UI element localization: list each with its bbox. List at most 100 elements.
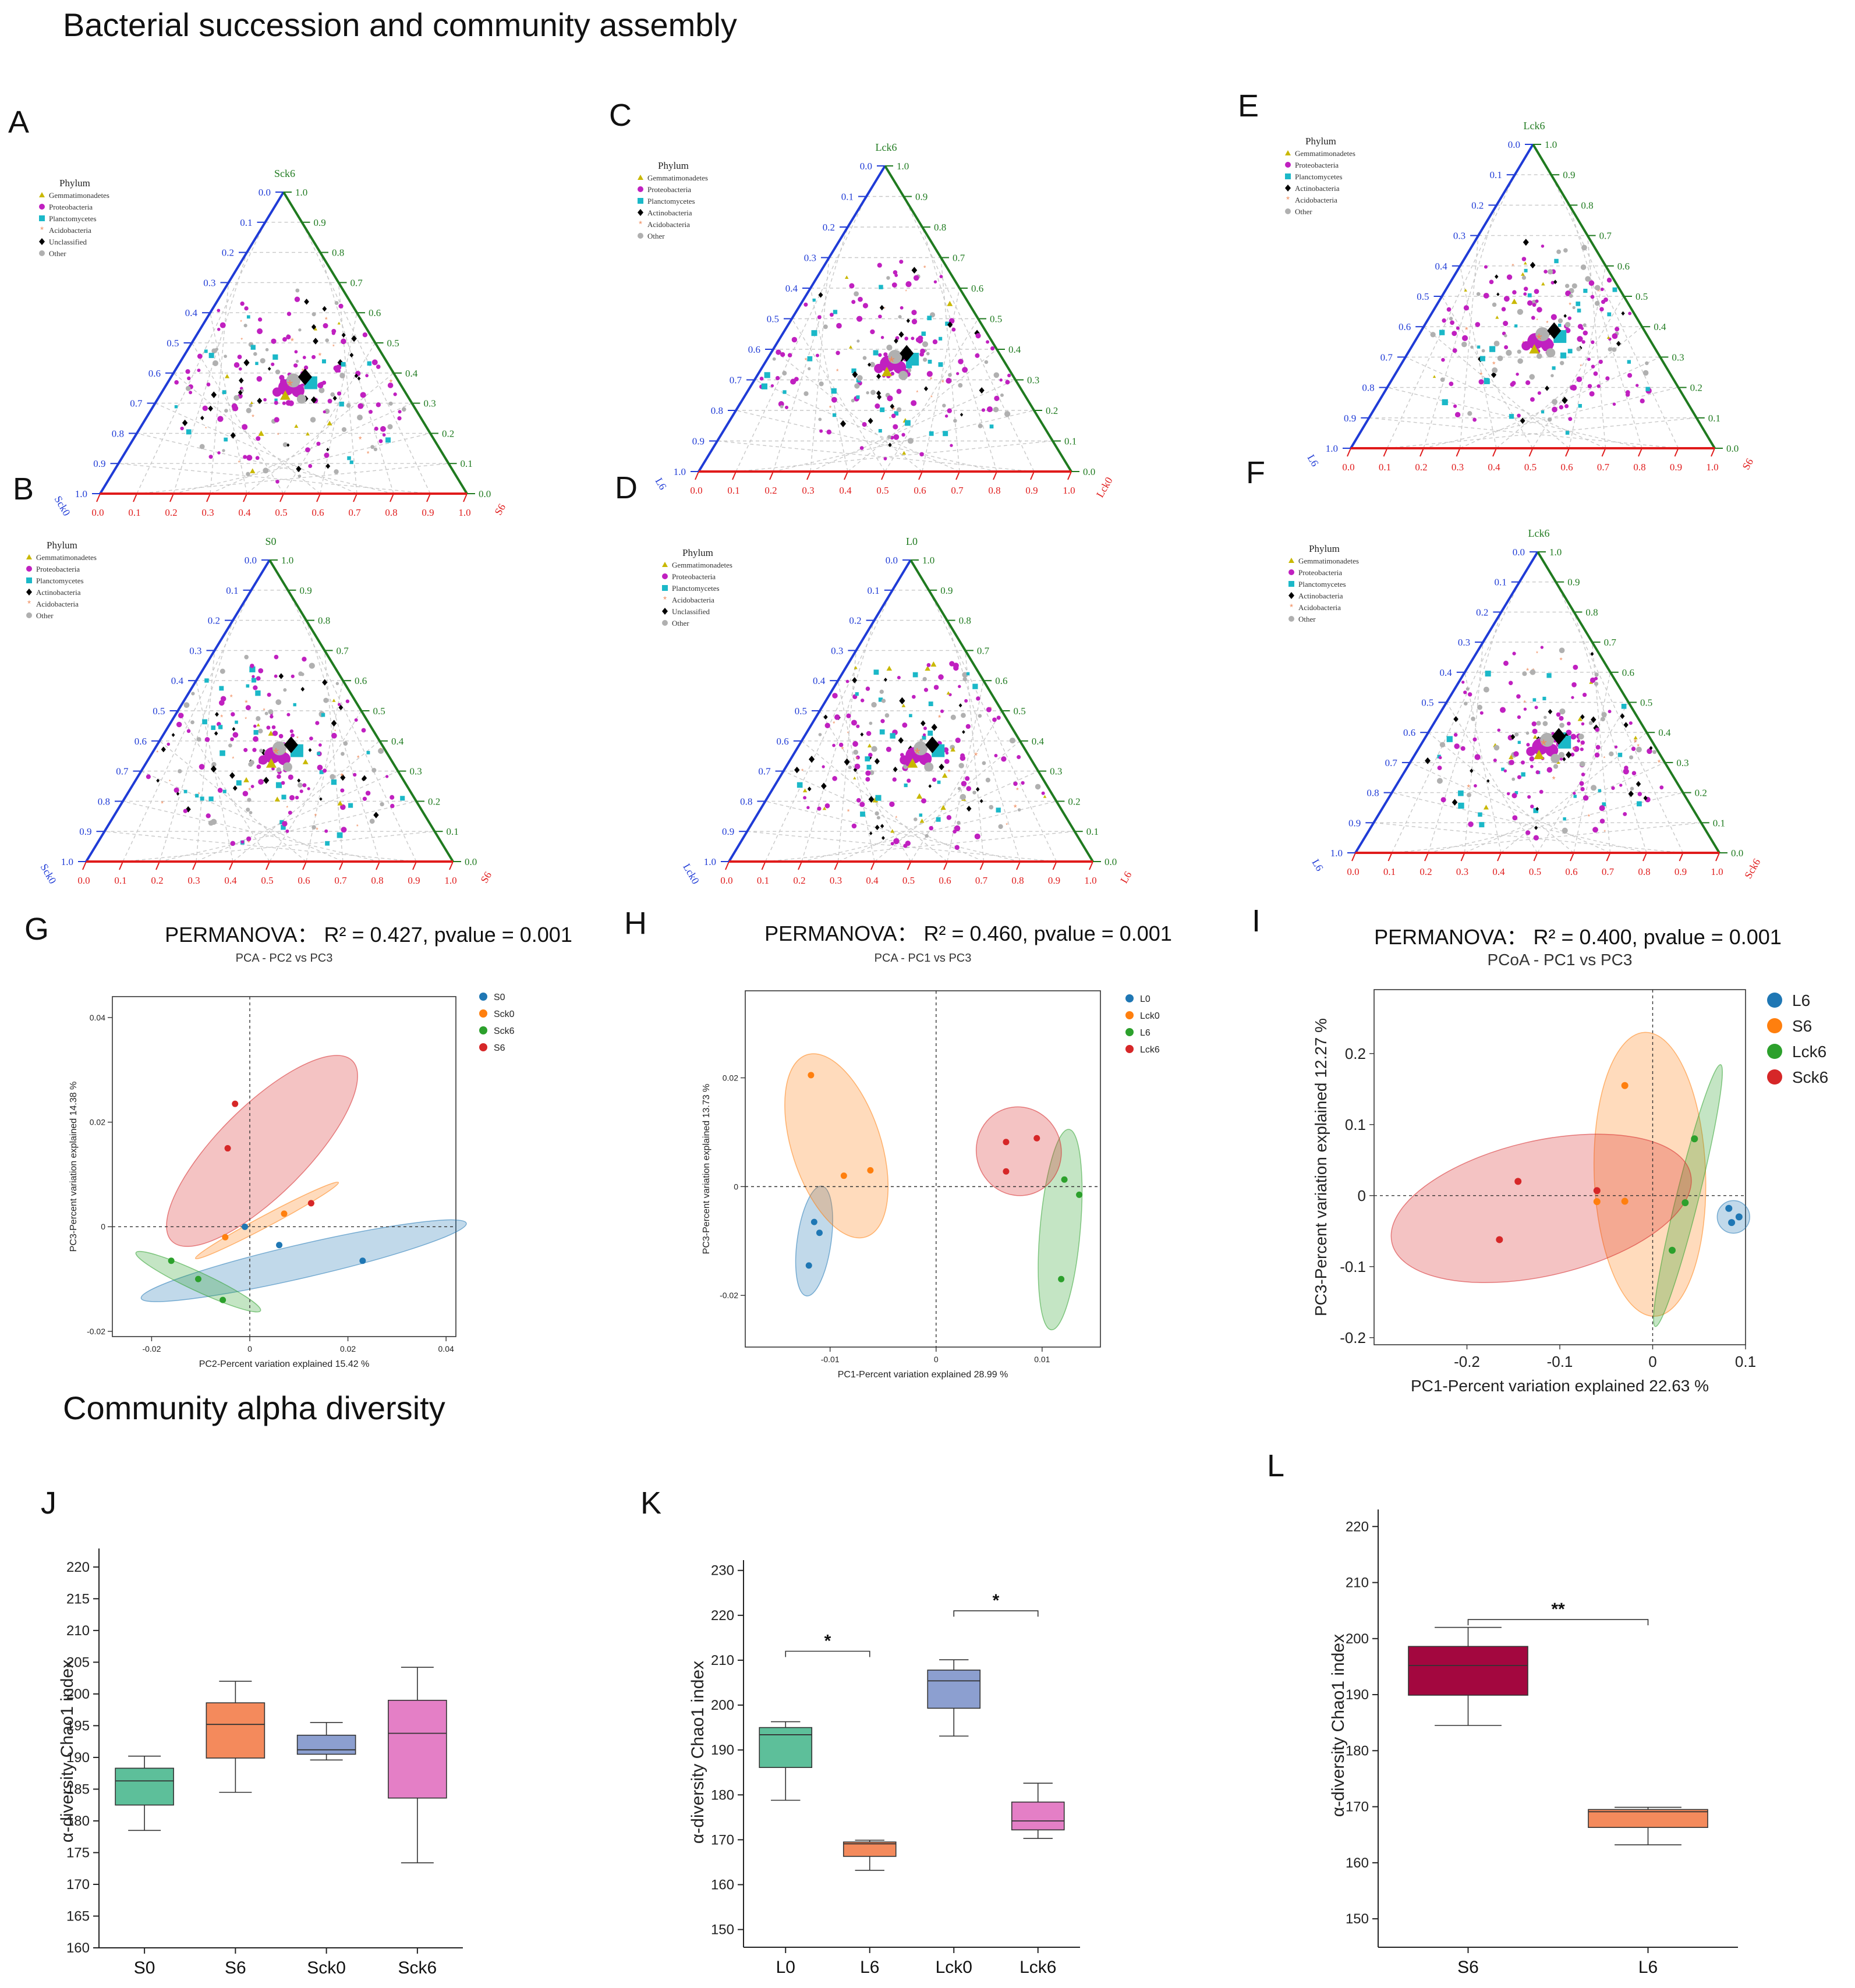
ternary-point: * [291, 336, 294, 346]
data-point-s6 [1621, 1082, 1629, 1089]
ternary-legend-marker [26, 554, 32, 559]
ternary-point [790, 378, 796, 385]
ternary-point [870, 389, 876, 395]
ternary-point [1552, 406, 1557, 413]
ternary-point-large [1547, 322, 1562, 339]
ternary-axis-top-label: L0 [906, 536, 918, 547]
ternary-point [378, 439, 383, 444]
ternary-point [245, 705, 251, 711]
ternary-legend-title: Phylum [658, 160, 689, 171]
ternary-point [1471, 716, 1475, 721]
ternary-point [911, 310, 917, 316]
ternary-point [263, 467, 269, 474]
ternary-point [250, 345, 256, 350]
ternary-point [243, 455, 247, 459]
ternary-legend-label: Acidobacteria [647, 220, 690, 229]
ternary-point [1526, 743, 1530, 747]
ternary-point [1043, 795, 1047, 798]
ternary-point [210, 765, 217, 773]
ternary-point [873, 350, 879, 356]
ternary-tick [302, 861, 307, 870]
ternary-plot-d: 0.00.0 1.00.10.1 0.90.20.2 0.80.30.3 0.70.40… [662, 536, 1134, 886]
ternary-point [331, 779, 337, 785]
ternary-point [296, 465, 302, 473]
ternary-point [851, 399, 855, 403]
ternary-point [1009, 738, 1015, 744]
ternary-gridline [765, 831, 1075, 862]
ternary-point-large [919, 752, 932, 766]
ternary-point [858, 296, 863, 302]
ternary-legend-label: Acidobacteria [672, 596, 714, 604]
ternary-tick-label: 0.8 [959, 615, 971, 626]
ternary-point [1442, 318, 1446, 323]
legend-marker [1125, 1045, 1134, 1053]
ternary-point [242, 424, 248, 430]
ternary-tick [1642, 852, 1647, 862]
ternary-point [246, 836, 252, 842]
ternary-point [365, 374, 369, 378]
ternary-tick-label: 0.3 [1456, 866, 1468, 877]
ternary-tick-label: 0.7 [953, 253, 965, 264]
ternary-point [1608, 347, 1612, 352]
ternary-point [294, 424, 299, 428]
ternary-tick-label: 0.7 [348, 507, 361, 518]
ternary-point [975, 786, 980, 792]
ternary-point [220, 696, 226, 702]
ternary-point [867, 743, 872, 747]
ternary-point: * [889, 416, 891, 421]
ternary-point [1506, 349, 1512, 356]
ternary-point [972, 683, 978, 689]
ternary-point [815, 353, 819, 357]
ternary-point [1458, 802, 1464, 809]
ternary-point [897, 675, 901, 680]
pca-plot-g: PERMANOVA： R² = 0.427, pvalue = 0.001PCA… [69, 923, 572, 1369]
ternary-point [1571, 696, 1574, 699]
ternary-point [1623, 722, 1629, 728]
ternary-point [1577, 717, 1583, 721]
ternary-tick-label: 0.5 [1421, 697, 1433, 708]
ternary-gridline [1569, 205, 1642, 449]
ternary-point [912, 694, 916, 699]
data-point-s0 [242, 1223, 249, 1230]
ternary-legend-marker [26, 577, 32, 583]
ternary-gridline [159, 800, 417, 862]
ternary-tick-label: 1.0 [1545, 139, 1557, 150]
legend-marker [1767, 1018, 1782, 1033]
ternary-point-large [298, 368, 312, 385]
ternary-gridline [1373, 822, 1683, 853]
ternary-point [1539, 789, 1544, 794]
ternary-point [1510, 733, 1516, 740]
ternary-point [942, 403, 946, 407]
box-l6 [842, 1841, 897, 1857]
ternary-point [913, 275, 919, 281]
ternary-point [300, 686, 305, 692]
ternary-point [852, 677, 858, 683]
ternary-point [253, 736, 259, 742]
ternary-point [869, 831, 873, 835]
ternary-point [868, 362, 871, 367]
ternary-point [986, 406, 993, 413]
ternary-tick-label: 1.0 [1063, 485, 1075, 496]
ternary-point [1470, 768, 1474, 773]
ternary-point [881, 699, 886, 703]
ternary-point [1446, 736, 1453, 742]
ternary-tick-label: 0.5 [275, 507, 287, 518]
ternary-point [879, 304, 884, 311]
ternary-point [893, 766, 898, 772]
ternary-point [333, 365, 339, 371]
ternary-point [981, 408, 986, 412]
ternary-point [891, 413, 896, 419]
ternary-point [349, 352, 354, 358]
ternary-point: * [367, 450, 370, 458]
ternary-legend-label: Proteobacteria [49, 203, 93, 211]
ternary-point [369, 410, 373, 414]
x-axis-label: PC1-Percent variation explained 28.99 % [838, 1370, 1008, 1380]
ternary-tick-label: 0.1 [1383, 866, 1396, 877]
ternary-tick [1570, 852, 1574, 862]
ternary-point [401, 407, 406, 412]
ternary-axis-right-label: Lck0 [1094, 475, 1115, 499]
ternary-legend-label: Gemmatimonadetes [647, 173, 708, 182]
ternary-point: * [334, 729, 336, 734]
ternary-gridline [118, 463, 431, 494]
ternary-point [1598, 359, 1603, 364]
